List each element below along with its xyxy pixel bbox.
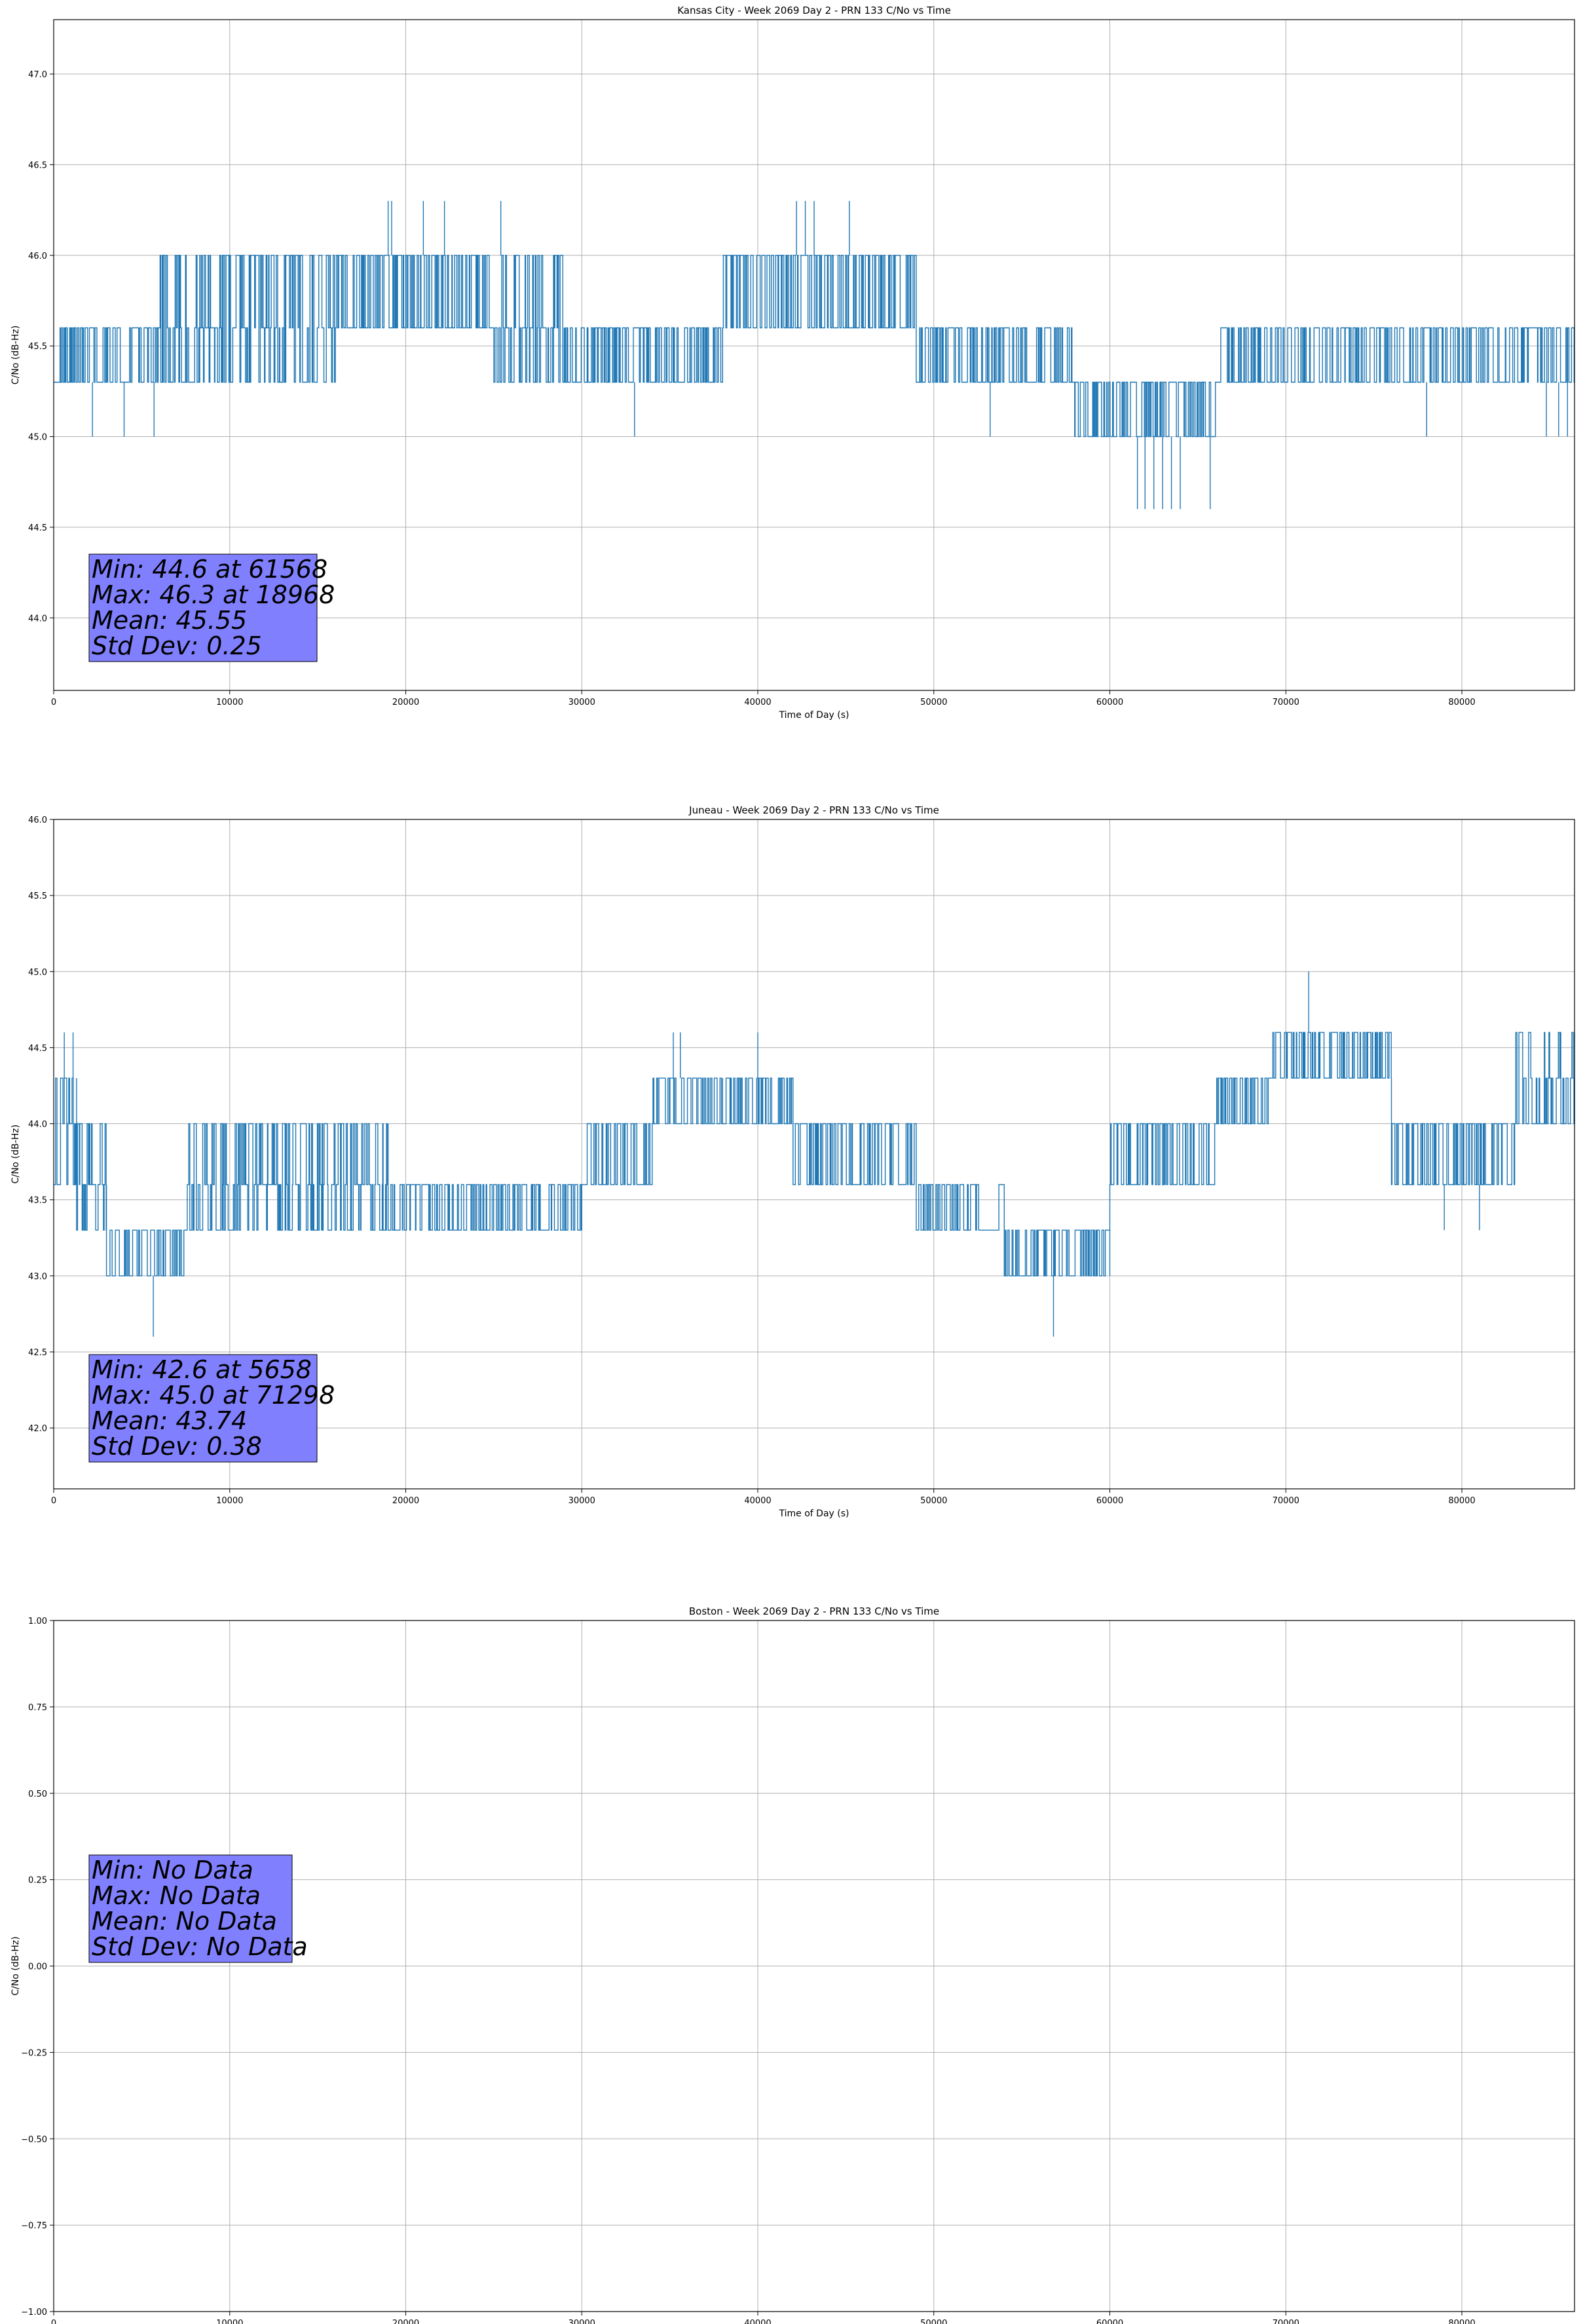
y-tick-label: −0.75	[21, 2221, 47, 2231]
stats-mean: Mean: No Data	[92, 1907, 277, 1936]
x-tick-label: 40000	[744, 698, 771, 707]
y-tick-label: 0.25	[28, 1876, 47, 1886]
y-tick-label: 0.50	[28, 1790, 47, 1799]
stats-max: Max: No Data	[92, 1881, 261, 1910]
y-tick-label: 46.0	[28, 815, 47, 825]
y-tick-label: 0.75	[28, 1703, 47, 1713]
x-tick-label: 40000	[744, 2319, 771, 2324]
x-tick-label: 30000	[569, 698, 595, 707]
y-axis-label: C/No (dB-Hz)	[10, 1936, 21, 1995]
x-tick-label: 60000	[1096, 2319, 1123, 2324]
y-axis-label: C/No (dB-Hz)	[10, 326, 21, 384]
series-trace	[54, 971, 1575, 1337]
x-tick-label: 20000	[392, 2319, 419, 2324]
plot-frame	[53, 19, 1575, 691]
y-tick-label: 44.5	[28, 1043, 47, 1053]
y-tick-label: 45.5	[28, 891, 47, 901]
x-tick-label: 10000	[216, 2319, 243, 2324]
stats-mean: Mean: 43.74	[92, 1406, 247, 1435]
y-tick-label: 46.5	[28, 160, 47, 170]
stats-box-background	[88, 553, 318, 662]
x-tick-label: 60000	[1096, 1496, 1123, 1506]
kansas-city-chart: 0 10000 20000 30000 40000 50000 60000 70000 8000…	[10, 5, 1575, 721]
y-tick-label: 42.5	[28, 1348, 47, 1358]
plot-frame	[53, 819, 1575, 1490]
series-line	[54, 255, 1575, 438]
x-tick-label: 20000	[392, 1496, 419, 1506]
x-tick-label: 0	[51, 2319, 56, 2324]
x-tick-label: 10000	[216, 698, 243, 707]
x-tick-label: 70000	[1273, 698, 1299, 707]
x-tick-label: 50000	[920, 1496, 947, 1506]
x-tick-label: 50000	[920, 2319, 947, 2324]
x-tick-label: 40000	[744, 1496, 771, 1506]
y-tick-label: 45.5	[28, 342, 47, 352]
y-tick-label: 1.00	[28, 1617, 47, 1626]
x-axis-label: Time of Day (s)	[779, 1509, 849, 1519]
x-tick-label: 50000	[920, 698, 947, 707]
stats-std: Std Dev: No Data	[92, 1932, 308, 1961]
y-tick-label: 44.0	[28, 614, 47, 624]
stats-std: Std Dev: 0.25	[92, 631, 262, 660]
x-tick-label: 30000	[569, 2319, 595, 2324]
x-tick-label: 80000	[1448, 698, 1475, 707]
y-tick-label: −1.00	[21, 2308, 47, 2317]
series-line	[54, 1032, 1575, 1277]
chart-title: Kansas City - Week 2069 Day 2 - PRN 133 …	[677, 5, 951, 16]
chart-title: Boston - Week 2069 Day 2 - PRN 133 C/No …	[689, 1605, 939, 1617]
x-tick-label: 80000	[1448, 2319, 1475, 2324]
y-tick-label: 43.5	[28, 1196, 47, 1206]
x-axis-label: Time of Day (s)	[779, 710, 849, 721]
x-tick-label: 0	[51, 698, 56, 707]
y-tick-label: 47.0	[28, 70, 47, 80]
series-trace	[54, 200, 1575, 510]
chart-title: Juneau - Week 2069 Day 2 - PRN 133 C/No …	[688, 804, 939, 816]
stats-min: Min: No Data	[92, 1856, 253, 1884]
x-tick-label: 60000	[1096, 698, 1123, 707]
juneau-chart: 0 10000 20000 30000 40000 50000 60000 70000 8000…	[10, 804, 1575, 1519]
y-tick-label: 44.0	[28, 1120, 47, 1130]
x-tick-label: 70000	[1273, 2319, 1299, 2324]
y-tick-label: 43.0	[28, 1272, 47, 1282]
stats-max: Max: 46.3 at 18968	[92, 580, 335, 609]
x-tick-label: 20000	[392, 698, 419, 707]
x-tick-label: 0	[51, 1496, 56, 1506]
stats-min: Min: 42.6 at 5658	[92, 1355, 312, 1384]
y-tick-label: 0.00	[28, 1962, 47, 1972]
boston-chart: 0 10000 20000 30000 40000 50000 60000 70000 8000…	[10, 1605, 1575, 2324]
stats-box-background	[88, 1854, 293, 1963]
x-tick-label: 30000	[569, 1496, 595, 1506]
x-tick-label: 80000	[1448, 1496, 1475, 1506]
stats-max: Max: 45.0 at 71298	[92, 1381, 335, 1410]
y-tick-label: −0.25	[21, 2048, 47, 2058]
x-tick-label: 70000	[1273, 1496, 1299, 1506]
y-tick-label: −0.50	[21, 2135, 47, 2145]
y-tick-label: 45.0	[28, 967, 47, 977]
y-tick-label: 46.0	[28, 252, 47, 261]
stats-mean: Mean: 45.55	[92, 606, 247, 635]
y-tick-label: 42.0	[28, 1424, 47, 1434]
stats-box-background	[88, 1354, 318, 1463]
stats-std: Std Dev: 0.38	[92, 1432, 262, 1461]
stats-min: Min: 44.6 at 61568	[92, 555, 327, 584]
x-tick-label: 10000	[216, 1496, 243, 1506]
y-tick-label: 45.0	[28, 433, 47, 443]
y-tick-label: 44.5	[28, 523, 47, 533]
y-axis-label: C/No (dB-Hz)	[10, 1125, 21, 1184]
